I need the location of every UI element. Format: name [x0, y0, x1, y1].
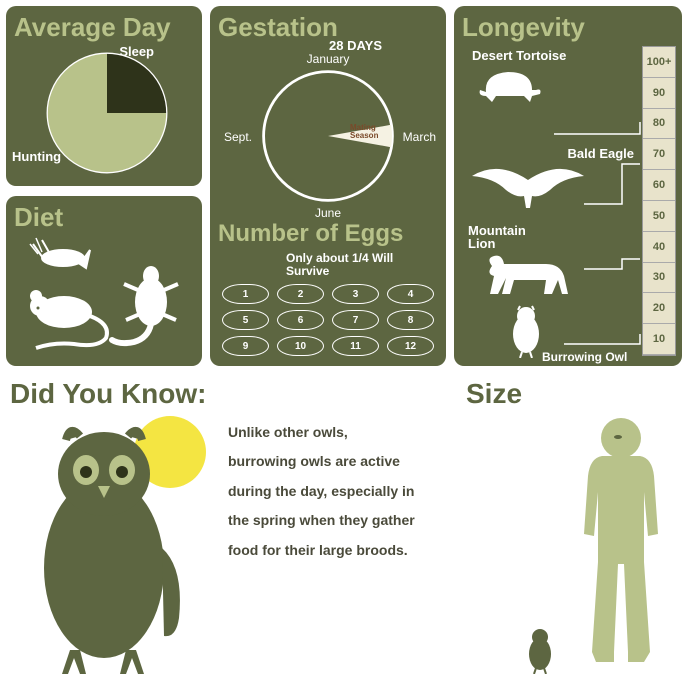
longevity-card: Longevity 100+908070605040302010 Desert …: [454, 6, 682, 366]
human-silhouette: [566, 414, 676, 674]
diet-card: Diet: [6, 196, 202, 366]
egg-cell: 9: [222, 336, 269, 356]
cricket-icon: [28, 236, 98, 276]
egg-cell: 3: [332, 284, 379, 304]
mating-label: Mating Season: [350, 124, 392, 140]
egg-cell: 4: [387, 284, 434, 304]
eggs-subtitle: Only about 1/4 Will Survive: [286, 252, 436, 278]
egg-cell: 8: [387, 310, 434, 330]
owl-label: Burrowing Owl: [542, 350, 627, 364]
tortoise-label: Desert Tortoise: [472, 48, 566, 63]
egg-cell: 10: [277, 336, 324, 356]
size-title: Size: [466, 378, 522, 410]
eggs-title: Number of Eggs: [218, 222, 403, 246]
average-day-card: Average Day Sleep Hunting: [6, 6, 202, 186]
dyk-title: Did You Know:: [10, 378, 207, 410]
dyk-text: Unlike other owls, burrowing owls are ac…: [228, 418, 418, 565]
big-owl-icon: [14, 418, 204, 678]
egg-cell: 12: [387, 336, 434, 356]
longevity-title: Longevity: [462, 12, 674, 43]
month-jan: January: [210, 52, 446, 66]
diet-title: Diet: [14, 202, 194, 233]
egg-cell: 5: [222, 310, 269, 330]
rodent-icon: [16, 282, 116, 352]
eagle-icon: [468, 156, 588, 216]
gestation-title: Gestation: [218, 12, 438, 43]
egg-cell: 11: [332, 336, 379, 356]
egg-cell: 2: [277, 284, 324, 304]
gestation-card: Gestation 28 DAYS January Mating Season …: [210, 6, 446, 366]
owl-size-icon: [524, 628, 558, 674]
egg-cell: 6: [277, 310, 324, 330]
lion-label: Mountain Lion: [468, 224, 538, 250]
month-sep: Sept.: [224, 130, 252, 144]
month-jun: June: [210, 206, 446, 220]
lion-icon: [474, 252, 574, 302]
month-mar: March: [403, 130, 436, 144]
lizard-icon: [106, 260, 196, 350]
eggs-grid: 123456789101112: [222, 284, 434, 356]
hunting-label: Hunting: [12, 149, 61, 164]
gestation-duration: 28 DAYS: [329, 38, 382, 53]
avg-day-pie: [42, 48, 172, 178]
egg-cell: 7: [332, 310, 379, 330]
tortoise-icon: [476, 64, 542, 104]
egg-cell: 1: [222, 284, 269, 304]
avg-day-title: Average Day: [14, 12, 194, 43]
